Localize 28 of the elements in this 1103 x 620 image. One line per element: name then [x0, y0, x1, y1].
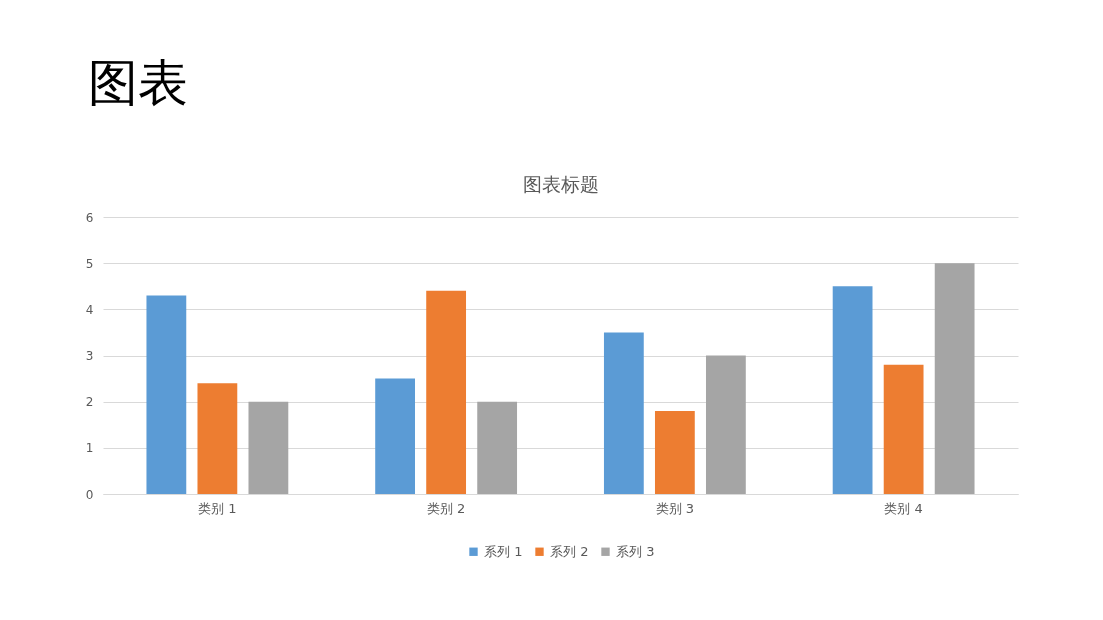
- bar: [705, 355, 746, 494]
- x-tick-label: 类别 3: [655, 500, 695, 516]
- bar: [375, 378, 416, 494]
- bar: [934, 263, 975, 494]
- legend-label: 系列 3: [616, 543, 655, 559]
- bar: [146, 295, 187, 494]
- x-tick-label: 类别 2: [426, 500, 466, 516]
- legend-label: 系列 2: [550, 543, 589, 559]
- bar: [477, 401, 518, 494]
- bar: [883, 364, 924, 494]
- x-tick-label: 类别 1: [198, 500, 237, 516]
- chart-title: 图表: [88, 55, 188, 111]
- chart-subtitle: 图表标题: [522, 173, 599, 195]
- y-tick-label: 3: [85, 349, 94, 363]
- y-tick-label: 2: [85, 395, 94, 410]
- y-tick-label: 1: [85, 441, 94, 456]
- y-tick-label: 4: [85, 302, 94, 317]
- bar: [832, 286, 873, 494]
- y-tick-label: 5: [85, 256, 94, 271]
- bar: [248, 401, 289, 494]
- bar: [603, 332, 644, 494]
- legend-label: 系列 1: [484, 543, 523, 559]
- bar: [426, 290, 467, 494]
- y-tick-label: 6: [85, 210, 94, 225]
- bar: [654, 410, 695, 494]
- bar: [197, 383, 238, 494]
- x-tick-label: 类别 4: [884, 500, 923, 516]
- y-tick-label: 0: [85, 487, 94, 502]
